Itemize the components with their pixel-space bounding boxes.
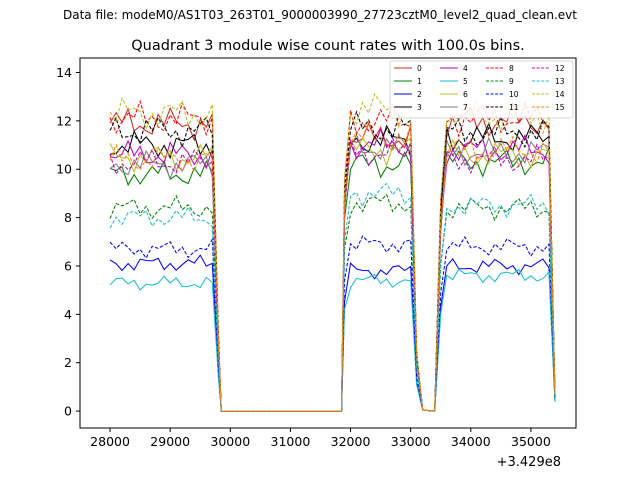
x-tick-label: 34000 <box>451 434 491 449</box>
y-tick-label: 0 <box>64 404 72 419</box>
y-tick-label: 2 <box>64 355 72 370</box>
series-line-2 <box>109 254 556 412</box>
legend-label-13: 13 <box>555 77 565 86</box>
legend-label-5: 5 <box>463 77 468 86</box>
x-tick-label: 28000 <box>90 434 130 449</box>
legend-label-6: 6 <box>463 90 468 99</box>
series-line-8 <box>109 99 556 412</box>
y-tick-label: 6 <box>64 258 72 273</box>
plot-lines <box>109 93 556 412</box>
axes-frame <box>79 57 577 429</box>
series-line-10 <box>109 235 556 412</box>
x-tick-label: 29000 <box>150 434 190 449</box>
y-tick-label: 12 <box>56 113 72 128</box>
legend-box <box>389 60 574 119</box>
legend-label-10: 10 <box>509 90 519 99</box>
legend-label-4: 4 <box>463 64 468 73</box>
legend-label-2: 2 <box>417 90 422 99</box>
series-line-15 <box>109 120 556 412</box>
legend-label-12: 12 <box>555 64 565 73</box>
series-line-12 <box>109 136 556 412</box>
legend-label-15: 15 <box>555 103 565 112</box>
series-line-13 <box>109 182 556 412</box>
series-line-14 <box>109 93 556 412</box>
x-tick-label: 31000 <box>271 434 311 449</box>
series-line-11 <box>109 110 556 412</box>
legend-label-7: 7 <box>463 103 468 112</box>
legend-label-14: 14 <box>555 90 565 99</box>
y-tick-label: 4 <box>64 307 72 322</box>
y-tick-label: 8 <box>64 210 72 225</box>
suptitle: Data file: modeM0/AS1T03_263T01_90000039… <box>63 8 577 22</box>
x-tick-label: 33000 <box>391 434 431 449</box>
y-tick-label: 14 <box>56 65 72 80</box>
y-tick-label: 10 <box>56 162 72 177</box>
series-line-7 <box>109 133 556 412</box>
series-line-1 <box>109 147 556 412</box>
legend-label-1: 1 <box>417 77 422 86</box>
series-line-5 <box>109 268 556 412</box>
legend-label-3: 3 <box>417 103 422 112</box>
series-line-3 <box>110 121 556 412</box>
axis-ticks: 28000 29000 30000 31000 32000 33000 34000 35000… <box>56 65 551 449</box>
x-tick-label: 30000 <box>210 434 250 449</box>
series-line-0 <box>109 101 556 412</box>
legend-label-9: 9 <box>509 77 514 86</box>
series-line-9 <box>109 193 556 412</box>
x-offset-label: +3.429e8 <box>497 455 561 470</box>
legend-label-0: 0 <box>417 64 422 73</box>
legend-label-11: 11 <box>509 103 519 112</box>
x-tick-label: 35000 <box>511 434 551 449</box>
x-tick-label: 32000 <box>331 434 371 449</box>
chart-title: Quadrant 3 module wise count rates with … <box>131 38 525 54</box>
legend-label-8: 8 <box>509 64 514 73</box>
